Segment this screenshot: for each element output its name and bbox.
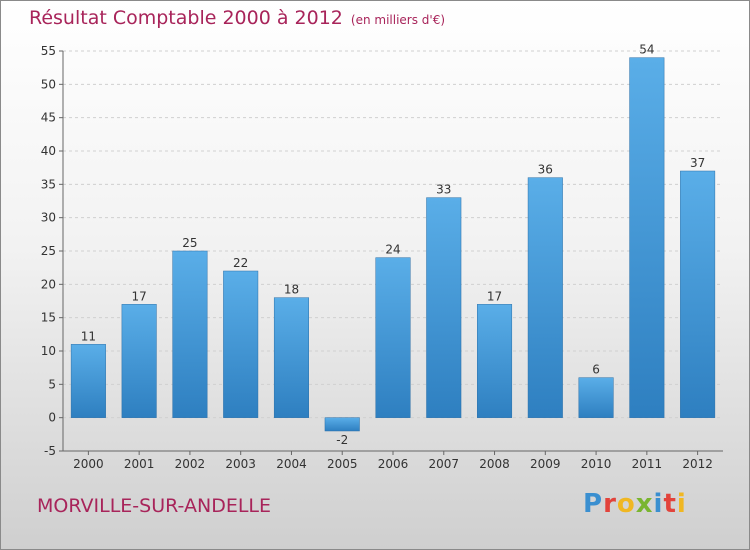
x-tick-label: 2012 xyxy=(682,457,713,471)
bar xyxy=(578,377,614,418)
data-label: 17 xyxy=(487,289,502,303)
y-tick-label: 55 xyxy=(41,44,56,58)
bar xyxy=(629,57,665,418)
logo-letter: o xyxy=(616,489,636,519)
y-tick-label: 35 xyxy=(41,177,56,191)
y-tick-label: 5 xyxy=(48,377,56,391)
chart-unit-text: (en milliers d'€) xyxy=(350,13,446,27)
proxiti-logo: Proxiti xyxy=(583,489,687,519)
data-label: 18 xyxy=(284,283,299,297)
y-tick-label: 25 xyxy=(41,244,56,258)
y-tick-label: 15 xyxy=(41,311,56,325)
data-label: 54 xyxy=(639,43,654,57)
y-tick-label: 30 xyxy=(41,211,56,225)
bar xyxy=(477,304,513,418)
x-tick-label: 2004 xyxy=(276,457,307,471)
data-label: -2 xyxy=(336,433,348,447)
logo-letter: i xyxy=(653,489,664,519)
data-label: 36 xyxy=(538,163,553,177)
y-tick-label: 0 xyxy=(48,411,56,425)
y-tick-label: 20 xyxy=(41,277,56,291)
data-label: 17 xyxy=(132,289,147,303)
x-tick-label: 2005 xyxy=(327,457,358,471)
data-label: 37 xyxy=(690,156,705,170)
logo-letter: r xyxy=(603,489,617,519)
y-tick-label: 40 xyxy=(41,144,56,158)
place-name: MORVILLE-SUR-ANDELLE xyxy=(37,495,272,517)
logo-letter: i xyxy=(676,489,687,519)
data-label: 6 xyxy=(592,363,600,377)
chart-title: Résultat Comptable 2000 à 2012 (en millie… xyxy=(29,7,445,29)
logo-letter: t xyxy=(663,489,677,519)
y-tick-label: 45 xyxy=(41,111,56,125)
logo-letter: x xyxy=(635,489,654,519)
logo-letter: P xyxy=(583,489,604,519)
y-tick-label: 50 xyxy=(41,77,56,91)
data-label: 33 xyxy=(436,183,451,197)
bar xyxy=(324,417,360,432)
y-tick-label: -5 xyxy=(44,444,56,458)
x-tick-label: 2011 xyxy=(632,457,663,471)
chart-title-text: Résultat Comptable 2000 à 2012 xyxy=(29,7,343,29)
data-label: 11 xyxy=(81,329,96,343)
x-tick-label: 2006 xyxy=(378,457,409,471)
data-label: 24 xyxy=(385,243,400,257)
x-tick-label: 2008 xyxy=(479,457,510,471)
x-tick-label: 2010 xyxy=(581,457,612,471)
bar xyxy=(273,297,309,418)
x-tick-label: 2001 xyxy=(124,457,155,471)
x-tick-label: 2000 xyxy=(73,457,104,471)
data-label: 22 xyxy=(233,256,248,270)
bar xyxy=(121,304,157,418)
x-tick-label: 2009 xyxy=(530,457,561,471)
bar xyxy=(680,170,716,418)
data-label: 25 xyxy=(182,236,197,250)
bar xyxy=(223,270,259,418)
bar xyxy=(426,197,462,418)
y-tick-label: 10 xyxy=(41,344,56,358)
bar xyxy=(375,257,411,418)
x-tick-label: 2007 xyxy=(428,457,459,471)
x-tick-label: 2003 xyxy=(225,457,256,471)
bar xyxy=(172,250,208,418)
bar xyxy=(70,344,106,418)
bar xyxy=(527,177,563,418)
x-tick-label: 2002 xyxy=(175,457,206,471)
